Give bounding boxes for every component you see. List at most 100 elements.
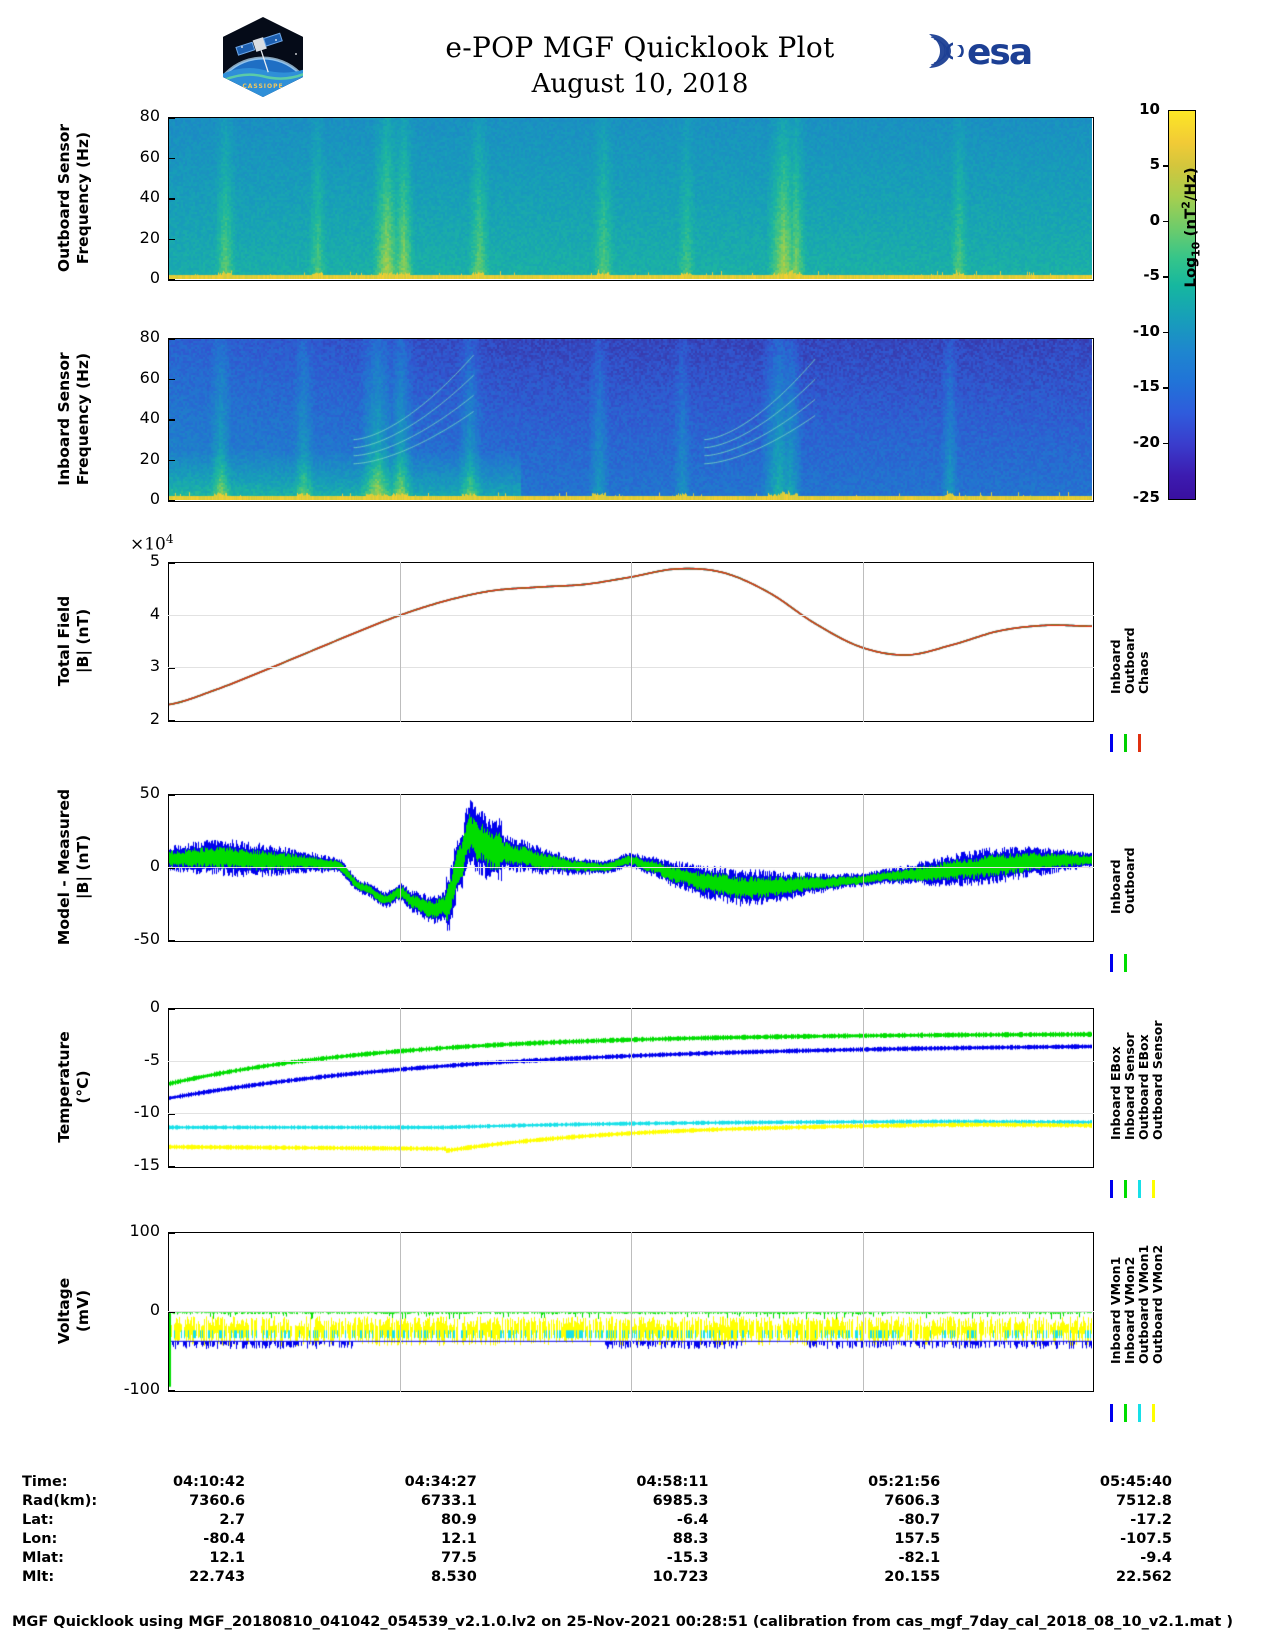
legend-label: Outboard EBox xyxy=(1136,1034,1151,1140)
colorbar-title: Log10 (nT2/Hz) xyxy=(1096,167,1275,287)
ephemeris-value: 05:45:40 xyxy=(1099,1473,1172,1490)
y-axis-label-voltage: Voltage (mV) xyxy=(55,1277,92,1345)
y-tick-label: 100 xyxy=(129,1221,160,1240)
colorbar-tick-mark xyxy=(1163,331,1169,334)
legend-label: Outboard xyxy=(1122,847,1137,914)
gridline-vertical xyxy=(631,562,632,722)
y-tick-mark xyxy=(168,198,175,200)
y-tick-label: 5 xyxy=(149,551,160,570)
ephemeris-row: Lon: -80.4 12.1 88.3 157.5 -107.5 xyxy=(22,1529,1172,1548)
legend-swatch xyxy=(1152,1404,1155,1422)
colorbar-tick-mark xyxy=(1163,442,1169,445)
legend-label: Inboard Sensor xyxy=(1122,1032,1137,1140)
legend-label: Inboard EBox xyxy=(1108,1046,1123,1140)
y-tick-mark xyxy=(168,1232,175,1234)
plot-canvas-inboard-spectrogram xyxy=(169,339,1092,500)
y-tick-label: -100 xyxy=(123,1379,160,1398)
ephemeris-row: Time: 04:10:42 04:34:27 04:58:11 05:21:56 05:… xyxy=(22,1472,1172,1491)
ephemeris-value: -6.4 xyxy=(676,1511,709,1528)
legend-label: Inboard VMon1 xyxy=(1108,1256,1123,1364)
page-subtitle: August 10, 2018 xyxy=(531,69,749,99)
ephemeris-value: 12.1 xyxy=(209,1549,246,1566)
y-tick-mark xyxy=(168,720,175,722)
y-tick-label: 40 xyxy=(139,408,160,427)
colorbar-tick-mark xyxy=(1163,165,1169,168)
ephemeris-value: 77.5 xyxy=(441,1549,477,1566)
y-tick-label: 20 xyxy=(139,227,160,247)
y-tick-label: 0 xyxy=(149,1300,160,1319)
ephemeris-value: 04:58:11 xyxy=(636,1473,709,1490)
y-axis-label-total-field: Total Field |B| (nT) xyxy=(55,595,92,687)
colorbar-title-unit-post: /Hz) xyxy=(1181,167,1200,202)
y-tick-mark xyxy=(168,238,175,240)
y-tick-label: -10 xyxy=(133,1102,160,1122)
legend-swatch xyxy=(1110,734,1113,752)
ephemeris-value: 7512.8 xyxy=(1116,1492,1172,1509)
y-tick-label: 60 xyxy=(139,367,160,387)
legend-label: Inboard VMon2 xyxy=(1122,1256,1137,1364)
y-tick-label: 3 xyxy=(149,656,160,676)
y-axis-label-inboard-spectrogram: Inboard Sensor Frequency (Hz) xyxy=(55,352,92,486)
page-title: e-POP MGF Quicklook Plot xyxy=(445,31,835,64)
legend-swatch xyxy=(1110,1404,1113,1422)
gridline-vertical xyxy=(862,1232,864,1392)
gridline-vertical xyxy=(631,1232,632,1392)
colorbar-tick-label: 5 xyxy=(1149,155,1160,174)
y-tick-mark xyxy=(168,419,175,421)
ephemeris-value: 22.743 xyxy=(189,1568,246,1585)
gridline-vertical xyxy=(862,1008,864,1168)
legend-label: Outboard VMon1 xyxy=(1136,1244,1151,1364)
ephemeris-table: Time: 04:10:42 04:34:27 04:58:11 05:21:56 05:… xyxy=(22,1472,1172,1586)
ephemeris-row-label: Mlt: xyxy=(22,1568,55,1585)
y-tick-mark xyxy=(168,940,175,942)
y-tick-mark xyxy=(168,1166,175,1168)
ephemeris-value: 80.9 xyxy=(441,1511,477,1528)
ephemeris-row-label: Rad(km): xyxy=(22,1492,98,1509)
colorbar-tick-mark xyxy=(1163,387,1169,389)
ephemeris-value: -17.2 xyxy=(1130,1511,1172,1528)
legend-swatch xyxy=(1152,1180,1155,1198)
ephemeris-value: -80.4 xyxy=(203,1530,246,1547)
ephemeris-row: Rad(km): 7360.6 6733.1 6985.3 7606.3 7512.8 xyxy=(22,1491,1172,1510)
colorbar-tick-label: -15 xyxy=(1132,377,1160,396)
ephemeris-value: 22.562 xyxy=(1116,1568,1172,1585)
page-header: CASSIOPE e-POP MGF Quicklook Plot August… xyxy=(0,0,1275,110)
y-tick-mark xyxy=(168,279,175,281)
gridline-vertical xyxy=(399,1232,401,1392)
legend-swatch xyxy=(1138,1404,1141,1422)
y-tick-label: 80 xyxy=(139,106,160,125)
colorbar-gradient xyxy=(1168,110,1196,500)
esa-logo: esa xyxy=(925,28,1045,74)
ephemeris-row-label: Mlat: xyxy=(22,1549,64,1566)
y-tick-mark xyxy=(168,378,175,380)
colorbar-title-unit-pre: (nT xyxy=(1181,208,1200,242)
legend-label: Outboard Sensor xyxy=(1150,1020,1165,1140)
legend-swatch xyxy=(1138,1180,1141,1198)
y-tick-mark xyxy=(168,459,175,461)
legend-swatch xyxy=(1124,1404,1127,1422)
ephemeris-row-label: Time: xyxy=(22,1473,68,1490)
gridline-vertical xyxy=(631,794,632,942)
title-block: e-POP MGF Quicklook Plot August 10, 2018 xyxy=(330,30,950,102)
y-tick-label: 0 xyxy=(149,489,160,508)
y-tick-label: 20 xyxy=(139,448,160,468)
axis-exponent-base: ×10 xyxy=(130,534,166,555)
ephemeris-value: 6985.3 xyxy=(652,1492,709,1509)
y-axis-label-outboard-spectrogram: Outboard Sensor Frequency (Hz) xyxy=(55,123,92,273)
legend-swatch xyxy=(1124,1180,1127,1198)
plot-panel-inboard-spectrogram[interactable] xyxy=(168,338,1094,502)
ephemeris-value: 157.5 xyxy=(894,1530,941,1547)
legend-label: Inboard xyxy=(1108,859,1123,914)
ephemeris-value: 7360.6 xyxy=(189,1492,246,1509)
y-tick-label: 50 xyxy=(139,783,160,802)
plot-panel-outboard-spectrogram[interactable] xyxy=(168,117,1094,281)
colorbar-tick-label: -25 xyxy=(1132,488,1160,506)
y-tick-mark xyxy=(168,562,175,564)
legend-swatch xyxy=(1110,1180,1113,1198)
y-tick-label: 2 xyxy=(149,709,160,728)
ephemeris-value: 7606.3 xyxy=(884,1492,941,1509)
plot-canvas-temperature xyxy=(169,1009,1092,1166)
ephemeris-value: 88.3 xyxy=(672,1530,709,1547)
y-tick-mark xyxy=(168,1008,175,1010)
ephemeris-row: Mlat: 12.1 77.5 -15.3 -82.1 -9.4 xyxy=(22,1548,1172,1567)
